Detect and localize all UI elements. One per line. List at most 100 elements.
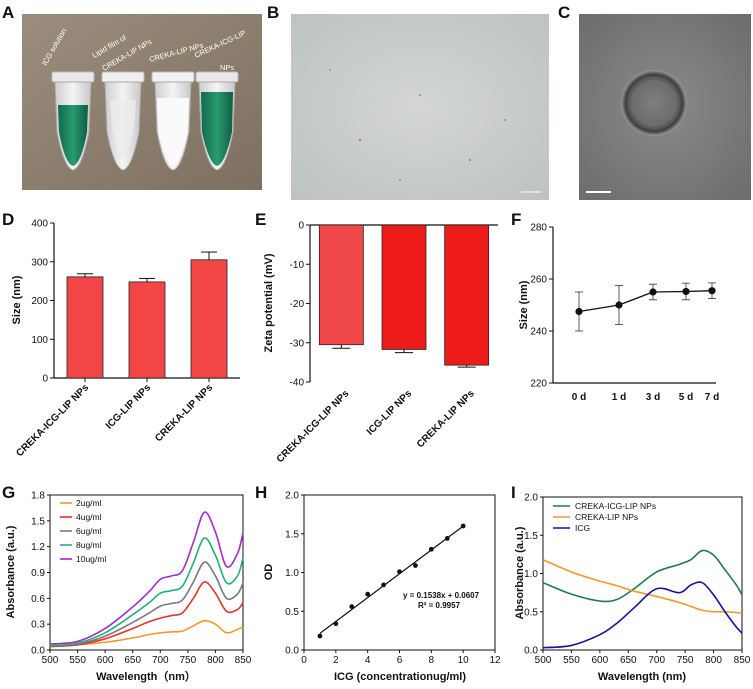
e-y-label: Zeta potential (mV) <box>263 253 275 352</box>
e-y-tick-label: -10 <box>290 260 305 271</box>
e-bar <box>444 224 490 366</box>
i-x-label: Wavelength (nm) <box>598 671 687 683</box>
g-y-tick-label: 0.0 <box>31 646 45 657</box>
i-y-label: Absorbance (a.u.) <box>514 526 526 619</box>
f-point <box>708 287 716 295</box>
g-series-line <box>49 581 244 648</box>
chart-g-absorbance: Wavelength（nm） Absorbance (a.u.) 500 550 6… <box>5 491 252 684</box>
f-point <box>649 288 657 296</box>
g-series-line <box>49 537 244 647</box>
g-y-tick-label: 1.8 <box>31 491 45 502</box>
h-equation: y = 0.1538x + 0.0607 <box>403 591 480 600</box>
g-x-tick-label: 700 <box>152 655 169 666</box>
f-point <box>615 301 623 309</box>
panel-label-a: A <box>2 3 14 22</box>
g-series-line <box>49 561 244 647</box>
f-y-label: Size (nm) <box>518 280 530 329</box>
h-x-tick-label: 4 <box>365 655 371 666</box>
e-y-tick-label: -40 <box>290 378 305 389</box>
chart-e-zeta: Zeta potential (mV) 0 -10 -20 -30 -40CREKA-I… <box>263 221 498 465</box>
i-legend-label: CREKA-ICG-LIP NPs <box>575 501 656 511</box>
i-y-tick-label: 0.0 <box>524 646 538 657</box>
tube-creka-icg-lip <box>195 71 239 171</box>
h-point <box>397 569 402 575</box>
d-x-tick-label: CREKA-ICG-LIP NPs <box>14 382 91 459</box>
f-y-tick-label: 240 <box>530 327 547 338</box>
e-x-tick-label: CREKA-ICG-LIP NPs <box>275 388 352 465</box>
h-x-tick-label: 6 <box>397 655 403 666</box>
f-series-line <box>578 290 713 313</box>
d-x-tick-label: CREKA-LIP NPs <box>153 382 215 444</box>
g-y-tick-label: 0.9 <box>31 568 45 579</box>
g-y-tick-label: 1.5 <box>31 516 45 527</box>
tube-icg-solution <box>51 71 95 171</box>
h-point <box>444 536 450 541</box>
chart-d-size: Size (nm) 0 100 200 300 400 CREKA-ICG-LIP NPs… <box>11 219 240 459</box>
f-y-tick-label: 220 <box>530 379 547 390</box>
i-x-tick-label: 550 <box>563 655 580 666</box>
f-y-tick-label: 280 <box>530 223 547 234</box>
g-x-tick-label: 600 <box>97 655 114 666</box>
micrograph-b <box>291 14 549 200</box>
f-point <box>575 307 583 316</box>
g-x-tick-label: 550 <box>69 655 86 666</box>
micrograph-c <box>579 14 751 200</box>
g-y-tick-label: 0.6 <box>31 594 45 605</box>
d-bar <box>128 281 166 379</box>
i-x-tick-label: 750 <box>677 655 694 666</box>
panel-label-e: E <box>255 210 266 229</box>
tube-label-6: NPs <box>220 63 234 72</box>
g-x-tick-label: 500 <box>42 655 59 666</box>
h-y-tick-label: 1.5 <box>285 529 299 540</box>
d-y-label: Size (nm) <box>11 275 23 324</box>
d-y-tick-label: 400 <box>31 219 48 230</box>
f-y-tick-label: 260 <box>530 275 547 286</box>
h-point <box>317 633 323 639</box>
chart-h-standard-curve: ICG (concentrationug/ml) OD y = 0.1538x … <box>263 491 501 684</box>
h-y-tick-label: 0.5 <box>285 607 299 618</box>
g-x-tick-label: 650 <box>124 655 141 666</box>
panel-label-d: D <box>2 210 14 229</box>
h-x-tick-label: 0 <box>301 655 307 666</box>
i-legend-label: CREKA-LIP NPs <box>575 512 638 522</box>
g-legend-label: 6ug/ml <box>76 526 102 536</box>
h-x-tick-label: 2 <box>333 655 339 666</box>
g-legend-label: 10ug/ml <box>76 554 106 564</box>
photo-tubes: ICG solution Lipid film of CREKA-LIP NPs… <box>22 14 262 190</box>
f-x-tick-label: 7 d <box>705 392 719 403</box>
g-x-tick-label: 800 <box>207 655 224 666</box>
i-series-line <box>542 581 743 649</box>
panel-label-i: I <box>511 483 516 502</box>
g-x-tick-label: 750 <box>180 655 197 666</box>
i-series-line <box>542 558 743 615</box>
e-y-tick-label: -20 <box>290 299 305 310</box>
i-series-line <box>542 549 743 603</box>
g-legend-label: 4ug/ml <box>76 512 102 522</box>
h-y-label: OD <box>263 564 275 581</box>
e-x-tick-label: CREKA-LIP NPs <box>415 388 477 450</box>
e-x-tick-label: ICG-LIP NPs <box>365 388 415 438</box>
panel-label-g: G <box>2 483 15 502</box>
h-y-tick-label: 2.0 <box>285 491 299 502</box>
d-y-tick-label: 0 <box>42 374 48 385</box>
i-x-tick-label: 850 <box>734 655 751 666</box>
d-bar <box>66 276 104 379</box>
h-y-tick-label: 0.0 <box>285 646 299 657</box>
h-x-label: ICG (concentrationug/ml) <box>334 671 466 683</box>
panel-label-c: C <box>558 3 570 22</box>
i-x-tick-label: 500 <box>535 655 552 666</box>
h-point <box>460 523 466 529</box>
i-legend-label: ICG <box>575 523 590 533</box>
g-y-tick-label: 0.3 <box>31 620 45 631</box>
i-y-tick-label: 2.0 <box>524 493 538 504</box>
i-x-tick-label: 600 <box>592 655 609 666</box>
g-y-label: Absorbance (a.u.) <box>5 525 17 618</box>
i-y-tick-label: 1.0 <box>524 569 538 580</box>
h-y-tick-label: 1.0 <box>285 568 299 579</box>
f-x-tick-label: 0 d <box>572 392 586 403</box>
h-point <box>428 546 434 552</box>
g-x-label: Wavelength（nm） <box>96 670 196 683</box>
d-y-tick-label: 200 <box>31 296 48 307</box>
h-r2: R² = 0.9957 <box>418 601 461 610</box>
